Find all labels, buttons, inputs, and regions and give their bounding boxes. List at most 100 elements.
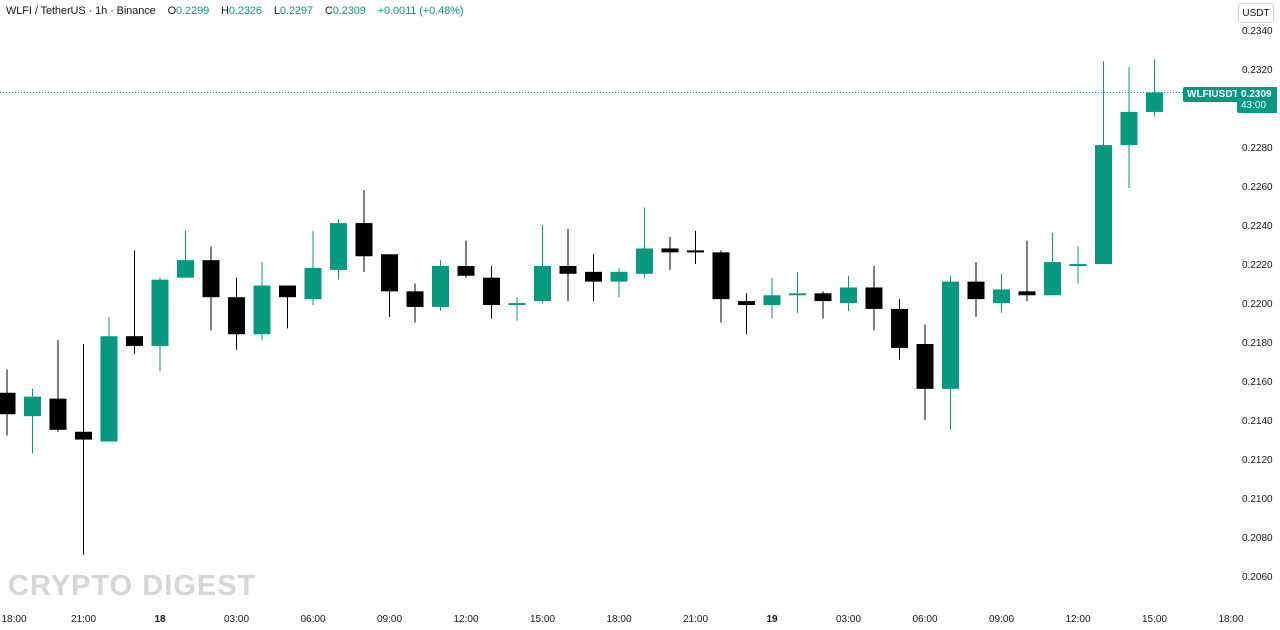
change-value: +0.0011 (+0.48%) (377, 5, 464, 17)
candle-body (1120, 111, 1138, 146)
candle-body (814, 293, 832, 302)
candle (100, 316, 118, 442)
low-label: L (273, 5, 280, 17)
candle (559, 228, 577, 302)
candle (738, 293, 755, 335)
candle (1120, 67, 1138, 188)
price-tick-label: 0.2320 (1242, 65, 1273, 76)
price-tick-label: 0.2200 (1242, 299, 1273, 310)
time-tick-label: 03:00 (223, 614, 250, 625)
candle (1069, 246, 1087, 284)
candle-body (202, 260, 220, 298)
candle (993, 273, 1010, 313)
time-tick-label: 06:00 (300, 614, 326, 625)
candle-body (610, 271, 628, 282)
candle-body (1146, 92, 1163, 112)
candle (24, 388, 41, 454)
candle-body (49, 398, 67, 430)
price-tick-label: 0.2280 (1242, 143, 1273, 154)
candle-body (712, 252, 730, 300)
time-tick-label: 06:00 (912, 614, 938, 625)
candle-body (24, 396, 41, 417)
candle-body (100, 336, 118, 442)
price-tick-label: 0.2140 (1242, 416, 1273, 427)
candle-body (967, 281, 985, 300)
candle (712, 250, 730, 323)
candle-body (483, 277, 500, 305)
high-label: H (221, 5, 229, 17)
candle-body (75, 431, 92, 440)
price-tick-label: 0.2240 (1242, 221, 1273, 232)
time-tick-label: 21:00 (682, 614, 709, 625)
candle (1095, 61, 1112, 265)
candle-body (151, 279, 169, 346)
candle (432, 260, 449, 311)
candle (355, 189, 373, 272)
price-tick-label: 0.2120 (1242, 455, 1273, 466)
candle-body (228, 297, 245, 335)
candle-body (0, 392, 16, 415)
candle-body (585, 271, 602, 282)
symbol-price-tag: WLFIUSDT (1183, 87, 1243, 102)
candle (763, 277, 781, 319)
candle (483, 266, 500, 319)
candle-body (279, 285, 296, 298)
watermark-logo: CRYPTO DIGEST (8, 570, 257, 602)
candle-body (993, 289, 1010, 304)
close-value: 0.2309 (332, 5, 366, 17)
candle-body (891, 308, 908, 348)
candle (1044, 232, 1061, 296)
open-value: 0.2299 (176, 5, 210, 17)
candle (49, 340, 67, 432)
candle (279, 285, 296, 329)
time-tick-label: 18:00 (1, 614, 27, 625)
candle (789, 271, 806, 313)
candle-body (432, 266, 449, 307)
candle-body (304, 267, 322, 300)
candle-body (687, 250, 704, 253)
candle-body (763, 295, 781, 305)
candle-body (1044, 262, 1061, 296)
candle (891, 299, 908, 360)
price-tick-label: 0.2080 (1242, 533, 1273, 544)
time-tick-label: 09:00 (376, 614, 403, 625)
candles-layer (0, 59, 1163, 555)
candle (304, 230, 322, 305)
candle-body (534, 266, 551, 302)
candle-body (1095, 145, 1112, 265)
candle-body (381, 254, 398, 292)
candle-body (636, 248, 653, 274)
candle (75, 344, 92, 555)
price-tick-label: 0.2060 (1242, 572, 1273, 583)
candle (840, 275, 857, 311)
low-value: 0.2297 (279, 5, 313, 17)
price-tick-label: 0.2220 (1242, 260, 1273, 271)
candle-body (253, 285, 271, 335)
time-tick-label: 12:00 (1065, 614, 1091, 625)
close-label: C (324, 5, 333, 17)
open-label: O (167, 5, 177, 17)
price-tick-label: 0.2100 (1242, 494, 1273, 505)
candle (228, 277, 245, 350)
candle (687, 230, 704, 265)
time-tick-label: 21:00 (70, 614, 97, 625)
candle-body (738, 301, 755, 305)
price-tick-label: 0.2180 (1242, 338, 1273, 349)
candle (1146, 59, 1163, 116)
candle-body (355, 223, 373, 257)
candle (0, 369, 16, 436)
candle (916, 324, 934, 421)
symbol-title[interactable]: WLFI / TetherUS · 1h · Binance (6, 5, 156, 17)
candle-body (840, 287, 857, 304)
candle-body (916, 344, 934, 389)
candle (202, 246, 220, 331)
currency-button[interactable]: USDT (1238, 3, 1274, 23)
time-tick-label: 03:00 (835, 614, 862, 625)
candle (585, 254, 602, 302)
candle (942, 275, 959, 430)
candle (814, 291, 832, 319)
time-tick-label: 18:00 (606, 614, 632, 625)
candle (967, 262, 985, 317)
candle-body (865, 287, 883, 309)
